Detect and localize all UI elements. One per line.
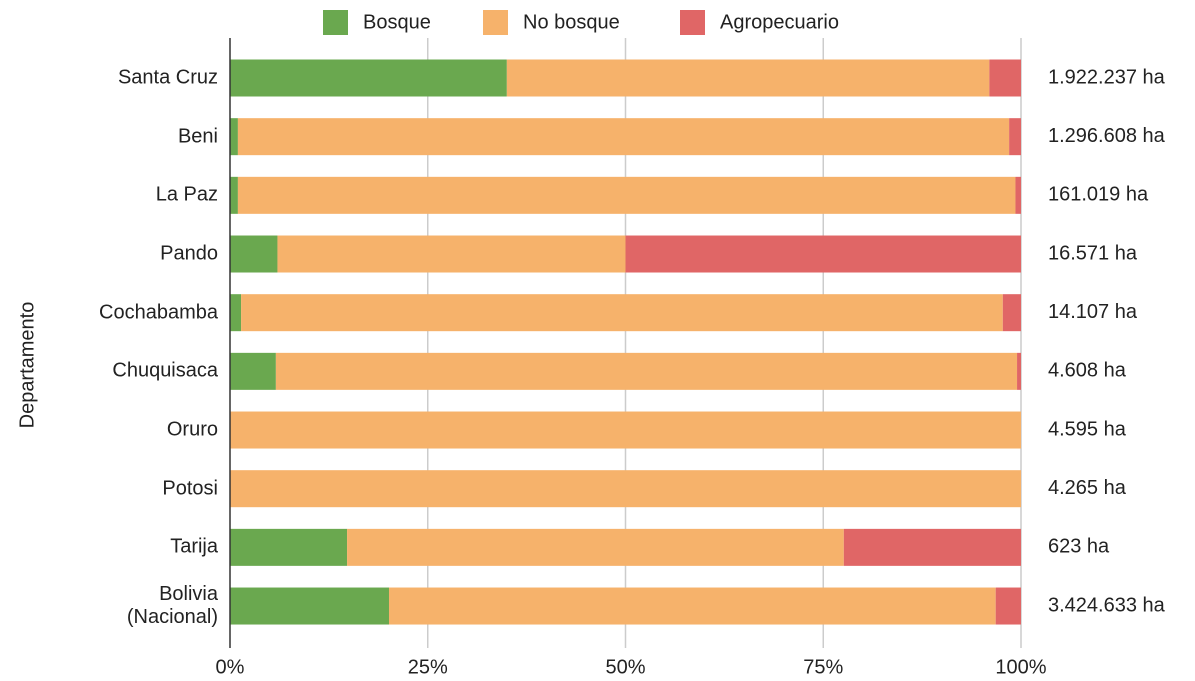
legend-swatch — [483, 10, 508, 35]
y-axis-title: Departamento — [16, 302, 38, 429]
bar-segment — [230, 235, 278, 273]
y-tick-label: Tarija — [170, 535, 218, 558]
x-tick-label: 100% — [995, 656, 1046, 678]
bar-segment — [275, 352, 1018, 390]
row-annotation: 16.571 ha — [1048, 242, 1138, 264]
row-annotation: 4.265 ha — [1048, 477, 1127, 499]
y-tick-label: Chuquisaca — [112, 359, 218, 382]
x-tick-label: 25% — [408, 656, 448, 678]
x-tick-label: 0% — [216, 656, 245, 678]
legend-swatch — [323, 10, 348, 35]
y-tick-label: Oruro — [166, 418, 218, 441]
bar-segment — [230, 59, 507, 97]
x-tick-label: 50% — [605, 656, 645, 678]
bar-segment — [230, 587, 389, 625]
bar-segment — [843, 528, 1021, 566]
legend-label: No bosque — [523, 11, 620, 33]
y-tick-label: Potosi — [162, 477, 218, 500]
bar-segment — [995, 587, 1021, 625]
bar-segment — [1017, 352, 1021, 390]
bar-segment — [1002, 294, 1021, 332]
bar-segment — [388, 587, 996, 625]
row-annotation: 3.424.633 ha — [1048, 594, 1166, 616]
legend-label: Bosque — [363, 11, 431, 33]
bar-segment — [230, 411, 1021, 449]
y-tick-label: Cochabamba — [99, 301, 218, 324]
bar-segment — [1015, 176, 1021, 214]
bar-segment — [230, 118, 238, 156]
y-tick-label: Santa Cruz — [117, 66, 218, 89]
bar-segment — [230, 176, 238, 214]
row-annotation: 4.595 ha — [1048, 418, 1127, 440]
bar-segment — [230, 352, 276, 390]
row-annotation: 1.296.608 ha — [1048, 125, 1166, 147]
bar-segment — [277, 235, 626, 273]
row-annotation: 1.922.237 ha — [1048, 66, 1166, 88]
bar-segment — [237, 118, 1010, 156]
y-tick-label: Bolivia (Nacional) — [126, 583, 218, 629]
bar-segment — [237, 176, 1016, 214]
bar-segment — [347, 528, 844, 566]
bar-segment — [989, 59, 1021, 97]
bar-segment — [1009, 118, 1021, 156]
legend-swatch — [680, 10, 705, 35]
y-tick-label: Pando — [160, 242, 218, 265]
row-annotation: 161.019 ha — [1048, 184, 1149, 206]
legend-label: Agropecuario — [720, 11, 839, 33]
bar-segment — [230, 470, 1021, 508]
bar-segment — [241, 294, 1003, 332]
bar-segment — [506, 59, 990, 97]
row-annotation: 623 ha — [1048, 536, 1110, 558]
y-tick-label: Beni — [177, 125, 218, 148]
row-annotation: 14.107 ha — [1048, 301, 1138, 323]
bar-segment — [230, 528, 348, 566]
row-annotation: 4.608 ha — [1048, 360, 1127, 382]
x-tick-label: 75% — [803, 656, 843, 678]
bar-segment — [230, 294, 242, 332]
bar-segment — [625, 235, 1021, 273]
y-tick-label: La Paz — [155, 183, 218, 206]
